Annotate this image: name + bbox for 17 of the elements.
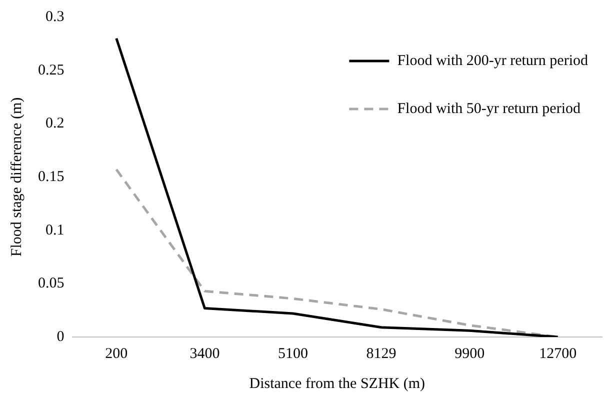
x-axis-title: Distance from the SZHK (m) [249, 376, 426, 392]
y-tick-label: 0.25 [38, 62, 64, 78]
y-tick-label: 0.2 [46, 116, 64, 132]
y-axis-title: Flood stage difference (m) [8, 97, 25, 257]
y-tick-label: 0.05 [38, 276, 64, 292]
x-tick-label: 5100 [278, 346, 308, 362]
x-tick-label: 8129 [366, 346, 396, 362]
legend-label: Flood with 200-yr return period [397, 52, 588, 69]
y-tick-label: 0.3 [46, 8, 64, 25]
y-tick-label: 0.1 [46, 222, 64, 238]
x-tick-label: 3400 [190, 346, 220, 362]
x-tick-label: 9900 [454, 346, 485, 362]
y-tick-label: 0 [56, 328, 64, 345]
x-tick-label: 200 [105, 346, 128, 362]
x-tick-label: 12700 [539, 346, 577, 362]
y-tick-label: 0.15 [38, 168, 64, 185]
legend-label: Flood with 50-yr return period [397, 100, 581, 117]
